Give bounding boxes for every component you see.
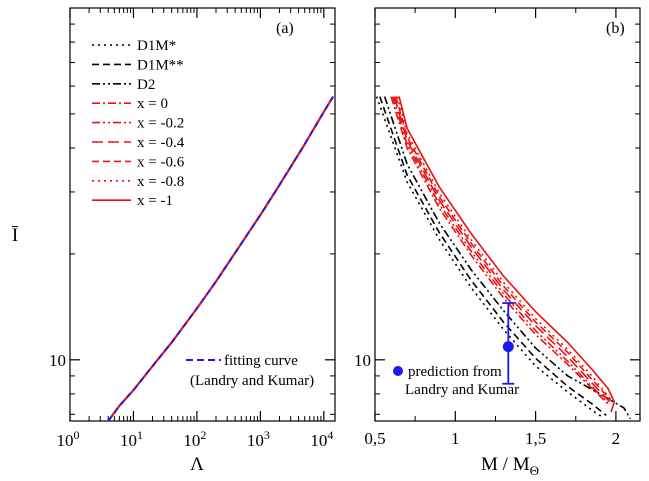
panel-b-ytick-label: 10 [354,351,371,370]
panel-b-xtick-label: 1,5 [525,429,546,448]
legend-label: x = -0.8 [137,174,184,190]
prediction-legend: prediction from Landry and Kumar [393,364,519,398]
panel-b-xtick-label: 2 [612,429,621,448]
legend-label: D1M* [137,38,176,54]
series-line [395,96,612,402]
panel-a-xtick-label: 103 [247,428,270,450]
panel-b-xlabel-sub: Θ [530,463,539,478]
legend-label: x = -1 [137,193,173,209]
panel-a-xtick-label: 101 [120,428,143,450]
prediction-marker [502,341,514,353]
panel-a-legend: D1M* D1M** D2 x = 0 x = -0.2 x = -0.4 x = -0.6… [92,38,185,209]
prediction-point [502,302,515,385]
prediction-legend-marker [393,366,403,376]
series-line [107,96,335,422]
panel-a-tag: (a) [276,20,294,37]
panel-b-ticks: 0,5 1 1,5 2 10 [354,8,640,448]
series-line [390,96,609,405]
panel-b-xtick-label: 1 [451,429,460,448]
panel-a-xtick-label: 100 [57,428,80,450]
panel-b-frame [374,7,641,422]
legend-label: D1M** [137,57,184,73]
legend-label: x = -0.6 [137,154,185,170]
panel-a-ticks: 100 101 102 103 104 10 [49,8,335,450]
panel-b: 0,5 1 1,5 2 10 (b) prediction from Landry an… [354,7,641,478]
series-line [391,96,609,404]
series-line [393,96,611,403]
prediction-legend-line2: Landry and Kumar [405,382,519,398]
panel-b-curves [375,96,632,420]
panel-a: 100 101 102 103 104 10 (a) D1M* D1M** D2 x = 0 x … [12,7,336,475]
legend-label: x = 0 [137,96,168,112]
fit-legend-line2: (Landry and Kumar) [190,373,314,389]
legend-label: D2 [137,77,155,93]
panel-b-tag: (b) [606,20,625,37]
prediction-legend-line1: prediction from [408,364,502,380]
panel-b-xlabel: M / MΘ [481,454,539,478]
legend-label: x = -0.4 [137,135,185,151]
series-line [379,96,607,417]
panel-a-ylabel: Ī [12,225,19,246]
panel-a-xtick-label: 104 [310,428,333,450]
panel-a-ytick-label: 10 [49,351,66,370]
series-line [396,96,612,401]
panel-a-curves [107,96,335,422]
panel-a-xtick-label: 102 [183,428,206,450]
panel-a-xlabel: Λ [190,454,204,475]
fit-legend-line1: fitting curve [224,353,298,369]
series-line [383,96,632,420]
series-line [398,96,616,413]
panel-a-frame [69,7,336,422]
fit-legend: fitting curve (Landry and Kumar) [186,353,314,389]
panel-b-xtick-label: 0,5 [364,429,385,448]
legend-label: x = -0.2 [137,116,184,132]
